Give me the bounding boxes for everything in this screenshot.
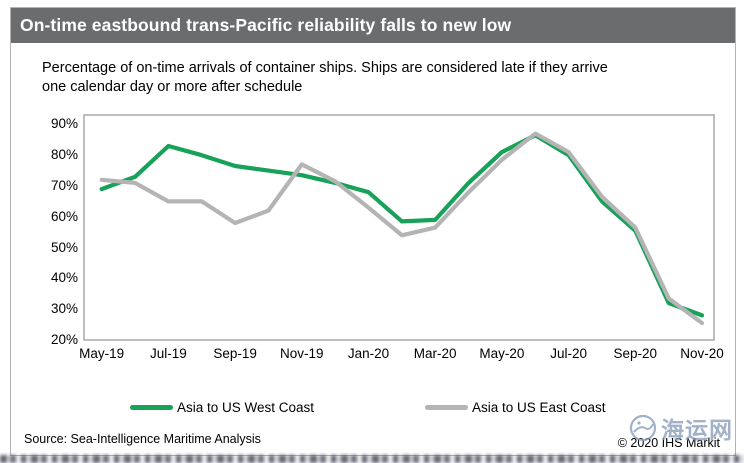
bottom-watermark-ghost-strip — [0, 455, 744, 463]
subtitle-line-1: Percentage of on-time arrivals of contai… — [42, 60, 608, 76]
x-tick-label: Nov-20 — [680, 346, 724, 361]
plot-area-border — [83, 114, 715, 341]
line-chart-plot — [83, 114, 715, 341]
source-note: Source: Sea-Intelligence Maritime Analys… — [24, 432, 261, 446]
y-tick-label: 80% — [50, 147, 78, 163]
x-tick-label: Mar-20 — [413, 346, 457, 361]
x-tick-label: Sep-19 — [213, 346, 257, 361]
y-tick-label: 30% — [50, 301, 78, 317]
x-tick-label: Jul-19 — [150, 346, 187, 361]
legend-swatch-west-coast — [130, 405, 173, 410]
legend-swatch-east-coast — [425, 405, 468, 410]
legend-label-east-coast: Asia to US East Coast — [472, 400, 606, 415]
y-tick-label: 60% — [50, 208, 78, 224]
x-tick-label: May-20 — [479, 346, 525, 361]
x-tick-label: Nov-19 — [280, 346, 324, 361]
figure-title: On-time eastbound trans-Pacific reliabil… — [20, 15, 512, 35]
y-tick-label: 40% — [50, 270, 78, 286]
y-tick-label: 50% — [50, 239, 78, 255]
title-bar: On-time eastbound trans-Pacific reliabil… — [11, 8, 735, 43]
y-tick-label: 70% — [50, 178, 78, 193]
watermark-text: 海运网 — [661, 418, 733, 444]
subtitle-line-2: one calendar day or more after schedule — [42, 79, 303, 95]
x-tick-label: May-19 — [79, 346, 125, 361]
legend-label-west-coast: Asia to US West Coast — [177, 400, 315, 415]
y-tick-label: 20% — [50, 332, 78, 347]
x-tick-label: Sep-20 — [613, 346, 658, 361]
watermark-globe-icon — [629, 414, 657, 442]
figure-frame: On-time eastbound trans-Pacific reliabil… — [10, 7, 736, 456]
y-tick-label: 90% — [50, 116, 78, 132]
site-watermark: 海运网 — [628, 411, 733, 445]
series-line-west-coast — [99, 133, 705, 318]
x-tick-label: Jan-20 — [347, 346, 390, 361]
figure-subtitle: Percentage of on-time arrivals of contai… — [42, 59, 702, 97]
series-line-east-coast — [99, 131, 705, 326]
x-tick-label: Jul-20 — [550, 346, 587, 361]
